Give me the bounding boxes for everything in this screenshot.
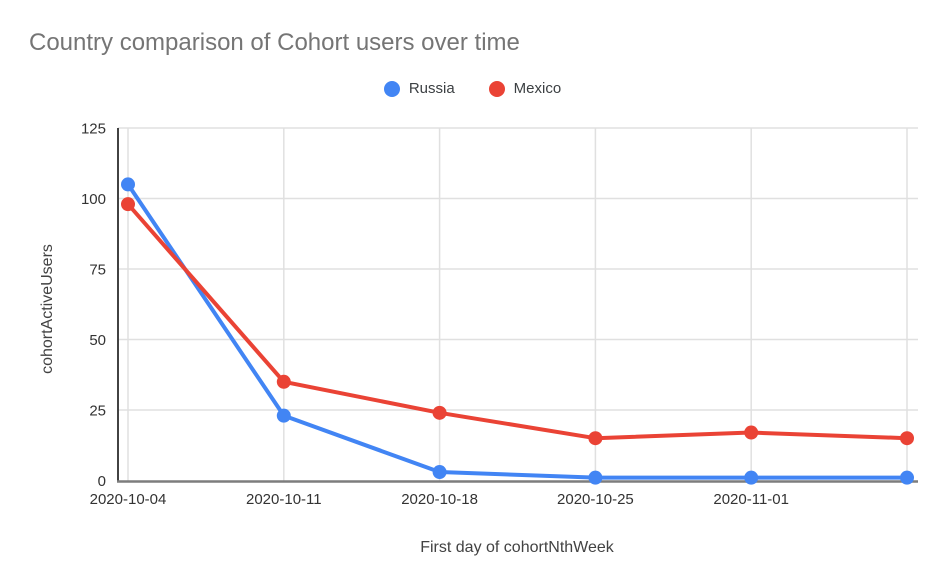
legend-label-russia: Russia: [408, 80, 455, 97]
y-tick-label-0: 0: [98, 473, 106, 490]
data-point-russia-3[interactable]: [588, 470, 603, 485]
y-tick-label-125: 125: [81, 121, 106, 138]
y-tick-label-50: 50: [89, 332, 106, 349]
data-point-russia-5[interactable]: [900, 470, 914, 485]
data-point-russia-4[interactable]: [744, 470, 759, 485]
legend-label-mexico: Mexico: [513, 80, 562, 97]
data-point-mexico-3[interactable]: [588, 431, 603, 446]
chart-title: Country comparison of Cohort users over …: [29, 29, 520, 56]
data-point-mexico-0[interactable]: [121, 197, 135, 212]
y-tick-label-100: 100: [81, 191, 106, 208]
legend-dot-russia-icon: [383, 80, 400, 97]
data-point-russia-2[interactable]: [432, 465, 447, 480]
series-line-russia: [126, 182, 909, 480]
data-point-mexico-1[interactable]: [276, 374, 291, 389]
chart-legend: Russia Mexico: [0, 80, 945, 97]
data-point-russia-0[interactable]: [121, 177, 135, 192]
x-tick-label-2: 2020-10-18: [401, 491, 478, 508]
data-point-mexico-2[interactable]: [432, 405, 447, 420]
legend-dot-mexico-icon: [488, 80, 505, 97]
x-tick-label-0: 2020-10-04: [90, 491, 167, 508]
x-tick-label-1: 2020-10-11: [246, 491, 322, 508]
series-line-mexico: [126, 202, 909, 441]
data-point-russia-1[interactable]: [276, 408, 291, 423]
x-tick-label-4: 2020-11-01: [713, 491, 789, 508]
y-tick-label-25: 25: [89, 403, 106, 420]
y-tick-label-75: 75: [89, 262, 106, 279]
legend-item-russia[interactable]: Russia: [383, 80, 455, 97]
x-tick-label-3: 2020-10-25: [557, 491, 634, 508]
legend-item-mexico[interactable]: Mexico: [488, 80, 562, 97]
y-axis-title: cohortActiveUsers: [39, 244, 56, 374]
x-axis-title: First day of cohortNthWeek: [420, 539, 615, 556]
data-point-mexico-5[interactable]: [900, 431, 914, 446]
data-point-mexico-4[interactable]: [744, 425, 759, 440]
